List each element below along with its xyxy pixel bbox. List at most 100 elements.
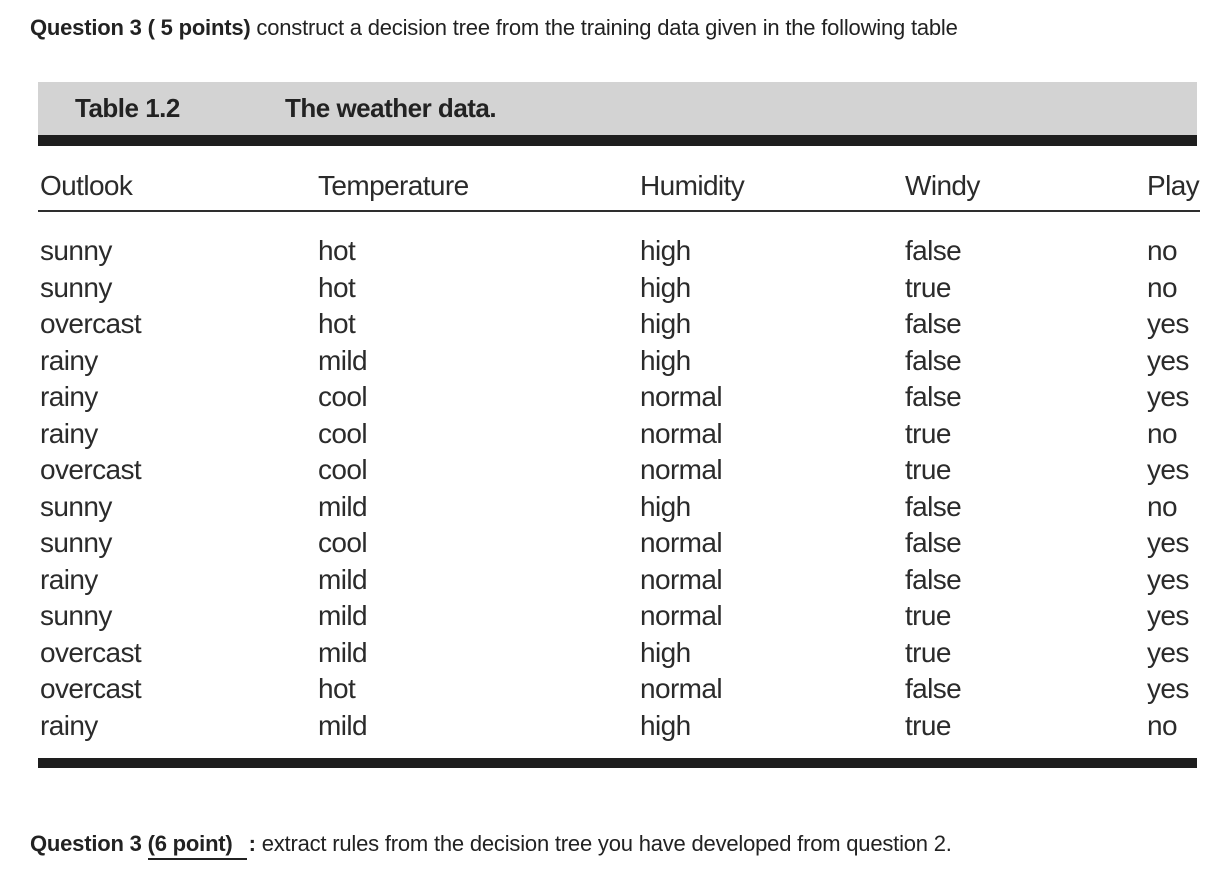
cell-humidity: normal bbox=[640, 563, 723, 595]
cell-play: yes bbox=[1147, 308, 1189, 339]
cell-outlook: sunny bbox=[40, 600, 112, 631]
cell-play: yes bbox=[1147, 563, 1189, 595]
cell-temperature: hot bbox=[318, 673, 356, 704]
cell-windy: true bbox=[905, 271, 951, 303]
cell-humidity: high bbox=[640, 709, 691, 741]
table-row: rainy cool normal true no bbox=[40, 416, 1200, 453]
cell-windy: false bbox=[905, 527, 962, 558]
table-top-rule bbox=[38, 135, 1197, 146]
cell-humidity: normal bbox=[640, 600, 723, 631]
header-underline-rule bbox=[38, 210, 1200, 212]
cell-temperature: cool bbox=[318, 527, 368, 558]
table-row: rainy mild high false yes bbox=[40, 343, 1200, 380]
cell-temperature: mild bbox=[318, 636, 368, 668]
cell-windy: false bbox=[905, 563, 962, 595]
cell-play: yes bbox=[1147, 600, 1189, 631]
cell-windy: true bbox=[905, 709, 951, 741]
cell-temperature: hot bbox=[318, 235, 356, 266]
cell-temperature: cool bbox=[318, 417, 368, 449]
cell-outlook: overcast bbox=[40, 673, 142, 704]
cell-temperature: hot bbox=[318, 308, 356, 339]
question-3b-prompt: Question 3 (6 point): extract rules from … bbox=[30, 830, 952, 860]
cell-temperature: mild bbox=[318, 490, 368, 522]
cell-outlook: sunny bbox=[40, 527, 112, 558]
cell-temperature: cool bbox=[318, 381, 368, 412]
cell-play: no bbox=[1147, 490, 1178, 522]
cell-outlook: rainy bbox=[40, 381, 98, 412]
column-header-humidity: Humidity bbox=[640, 170, 745, 201]
table-row: overcast hot normal false yes bbox=[40, 671, 1200, 708]
cell-outlook: sunny bbox=[40, 490, 112, 522]
table-row: overcast cool normal true yes bbox=[40, 452, 1200, 489]
cell-humidity: high bbox=[640, 308, 691, 339]
question-3-label: Question 3 ( 5 points) bbox=[30, 15, 251, 40]
table-row: sunny mild high false no bbox=[40, 489, 1200, 526]
cell-play: no bbox=[1147, 709, 1178, 741]
table-row: rainy mild high true no bbox=[40, 708, 1200, 745]
table-caption-label: Table 1.2 bbox=[75, 93, 180, 123]
question-3-text: construct a decision tree from the train… bbox=[250, 15, 958, 40]
cell-windy: false bbox=[905, 490, 962, 522]
table-row: sunny hot high true no bbox=[40, 270, 1200, 307]
cell-humidity: normal bbox=[640, 527, 723, 558]
cell-outlook: overcast bbox=[40, 308, 142, 339]
question-3b-colon: : bbox=[248, 831, 256, 856]
cell-temperature: mild bbox=[318, 563, 368, 595]
cell-windy: false bbox=[905, 308, 962, 339]
cell-windy: true bbox=[905, 636, 951, 668]
cell-play: no bbox=[1147, 271, 1178, 303]
table-body: sunny hot high false no sunny hot high t… bbox=[40, 233, 1200, 744]
cell-humidity: normal bbox=[640, 454, 723, 485]
cell-windy: true bbox=[905, 417, 951, 449]
table-row: rainy mild normal false yes bbox=[40, 562, 1200, 599]
question-3-prompt: Question 3 ( 5 points) construct a decis… bbox=[30, 14, 958, 42]
table-row: sunny mild normal true yes bbox=[40, 598, 1200, 635]
table-row: overcast hot high false yes bbox=[40, 306, 1200, 343]
question-3b-label: Question 3 bbox=[30, 831, 148, 856]
cell-temperature: mild bbox=[318, 344, 368, 376]
cell-play: yes bbox=[1147, 527, 1189, 558]
cell-temperature: mild bbox=[318, 600, 368, 631]
cell-play: yes bbox=[1147, 673, 1189, 704]
question-3b-points: (6 point) bbox=[147, 831, 247, 860]
table-caption-title: The weather data. bbox=[285, 93, 497, 123]
cell-windy: false bbox=[905, 344, 962, 376]
cell-outlook: sunny bbox=[40, 235, 112, 266]
cell-outlook: rainy bbox=[40, 563, 98, 595]
question-3b-text: extract rules from the decision tree you… bbox=[261, 831, 952, 856]
cell-play: yes bbox=[1147, 344, 1189, 376]
cell-outlook: overcast bbox=[40, 636, 142, 668]
table-row: rainy cool normal false yes bbox=[40, 379, 1200, 416]
cell-temperature: mild bbox=[318, 709, 368, 741]
cell-humidity: high bbox=[640, 271, 691, 303]
cell-humidity: normal bbox=[640, 673, 723, 704]
column-header-windy: Windy bbox=[905, 170, 980, 201]
cell-temperature: cool bbox=[318, 454, 368, 485]
cell-outlook: rainy bbox=[40, 344, 98, 376]
column-header-play: Play bbox=[1147, 170, 1200, 201]
cell-humidity: high bbox=[640, 490, 691, 522]
cell-windy: false bbox=[905, 235, 962, 266]
cell-play: yes bbox=[1147, 381, 1189, 412]
cell-play: no bbox=[1147, 417, 1178, 449]
cell-humidity: normal bbox=[640, 417, 723, 449]
table-row: overcast mild high true yes bbox=[40, 635, 1200, 672]
cell-outlook: overcast bbox=[40, 454, 142, 485]
cell-outlook: rainy bbox=[40, 417, 98, 449]
cell-play: no bbox=[1147, 235, 1178, 266]
column-header-temperature: Temperature bbox=[318, 170, 469, 201]
cell-play: yes bbox=[1147, 454, 1189, 485]
cell-windy: true bbox=[905, 454, 951, 485]
cell-humidity: high bbox=[640, 636, 691, 668]
cell-outlook: rainy bbox=[40, 709, 98, 741]
cell-humidity: high bbox=[640, 344, 691, 376]
cell-windy: true bbox=[905, 600, 951, 631]
cell-windy: false bbox=[905, 381, 962, 412]
column-header-outlook: Outlook bbox=[40, 170, 133, 201]
cell-play: yes bbox=[1147, 636, 1189, 668]
cell-humidity: high bbox=[640, 235, 691, 266]
table-bottom-rule bbox=[38, 758, 1197, 768]
cell-humidity: normal bbox=[640, 381, 723, 412]
table-row: sunny cool normal false yes bbox=[40, 525, 1200, 562]
